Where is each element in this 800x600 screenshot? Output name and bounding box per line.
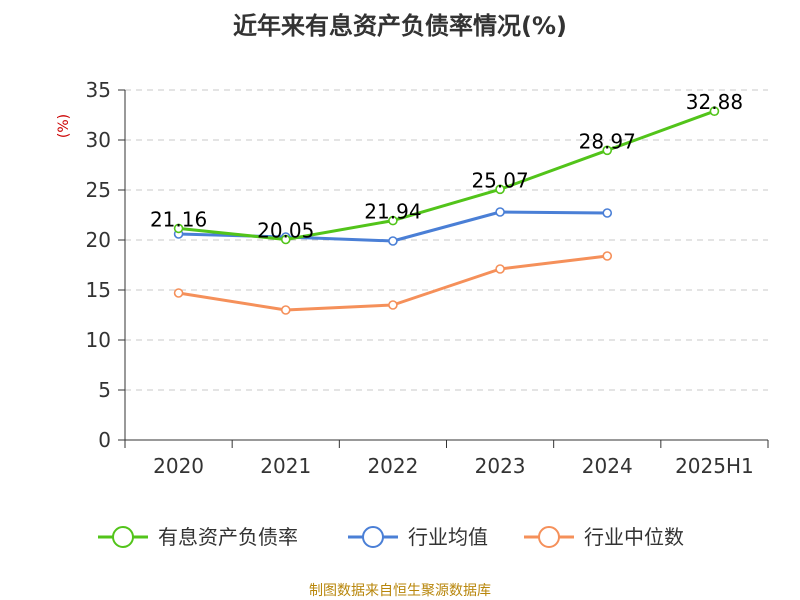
source-note: 制图数据来自恒生聚源数据库	[309, 583, 491, 599]
data-label: 25.07	[471, 168, 528, 192]
axes: 0 5 10 15 20 25 30 35 2020 2021 2022 2023 2024 2025H1	[86, 78, 769, 478]
chart-title: 近年来有息资产负债率情况(%)	[233, 12, 567, 40]
data-point	[280, 305, 291, 315]
legend-swatch-marker	[112, 526, 134, 548]
data-point	[280, 234, 291, 245]
data-point	[495, 264, 505, 274]
data-point	[495, 207, 505, 217]
data-label: 32.88	[686, 90, 743, 114]
y-tick-label: 5	[98, 378, 111, 402]
data-point	[388, 215, 398, 226]
legend-label: 行业中位数	[584, 525, 684, 549]
x-tick-label: 2022	[367, 454, 418, 478]
data-labels: 21.16 20.05 21.94 25.07 28.97 32.88	[150, 90, 743, 242]
legend-label: 有息资产负债率	[158, 525, 298, 549]
grid-lines	[125, 89, 768, 391]
y-tick-label: 25	[86, 178, 111, 202]
data-label: 28.97	[579, 129, 636, 153]
x-tick-label: 2025H1	[675, 454, 754, 478]
y-tick-label: 15	[86, 278, 111, 302]
y-tick-label: 10	[86, 328, 111, 352]
y-axis-label: (%)	[56, 114, 72, 138]
x-tick-label: 2024	[582, 454, 633, 478]
data-point	[709, 106, 720, 116]
series-layer	[173, 106, 720, 315]
data-point	[602, 251, 613, 261]
y-tick-label: 20	[86, 228, 111, 252]
y-tick-label: 30	[86, 128, 111, 152]
data-label: 21.16	[150, 207, 207, 231]
data-point	[173, 288, 184, 298]
legend: 有息资产负债率 行业均值 行业中位数	[98, 525, 684, 549]
data-point	[388, 236, 398, 246]
x-tick-label: 2020	[153, 454, 204, 478]
data-point	[602, 208, 613, 218]
legend-label: 行业均值	[408, 525, 488, 549]
series-line	[178, 109, 715, 241]
y-tick-label: 0	[98, 428, 111, 452]
data-point	[602, 145, 613, 156]
data-point	[495, 184, 505, 195]
data-point	[388, 300, 398, 310]
data-label: 21.94	[364, 200, 421, 224]
data-point	[173, 223, 184, 234]
x-tick-label: 2023	[475, 454, 526, 478]
data-label: 20.05	[257, 219, 314, 243]
legend-swatch-marker	[362, 526, 384, 548]
legend-swatch-marker	[538, 526, 560, 548]
y-tick-label: 35	[86, 78, 111, 102]
x-tick-label: 2021	[260, 454, 311, 478]
